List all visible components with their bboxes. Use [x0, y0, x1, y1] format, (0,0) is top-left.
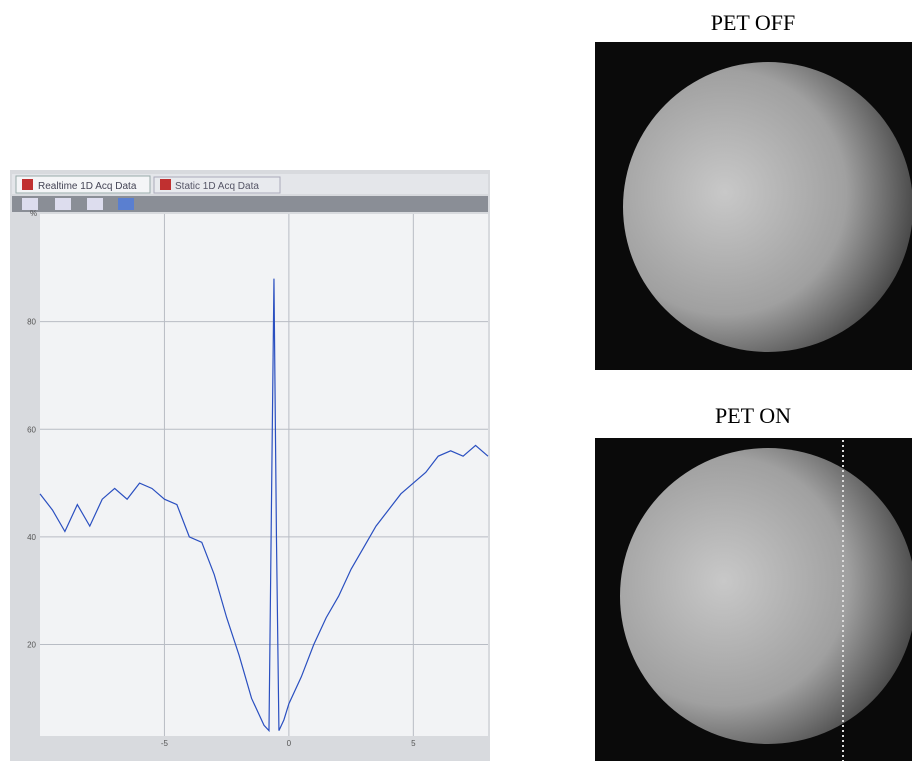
plot-area [40, 214, 488, 736]
tool-button[interactable] [55, 198, 71, 210]
tab-label: Realtime 1D Acq Data [38, 181, 137, 192]
phantom [623, 62, 912, 352]
tab-icon [22, 179, 33, 190]
tool-button[interactable] [118, 198, 134, 210]
y-tick-label: 80 [27, 318, 36, 327]
image-label: PET ON [715, 403, 791, 428]
y-tick-label: 40 [27, 533, 36, 542]
tab-icon [160, 179, 171, 190]
phantom [620, 448, 912, 744]
x-tick-label: 5 [411, 739, 416, 748]
y-axis-label: % [30, 209, 37, 218]
toolbar [12, 196, 488, 212]
x-tick-label: -5 [161, 739, 169, 748]
tool-button[interactable] [87, 198, 103, 210]
tab-label: Static 1D Acq Data [175, 181, 259, 192]
x-tick-label: 0 [287, 739, 292, 748]
y-tick-label: 60 [27, 425, 36, 434]
y-tick-label: 20 [27, 641, 36, 650]
image-label: PET OFF [711, 10, 796, 35]
page: Realtime 1D Acq Data Static 1D Acq Data … [0, 0, 912, 761]
